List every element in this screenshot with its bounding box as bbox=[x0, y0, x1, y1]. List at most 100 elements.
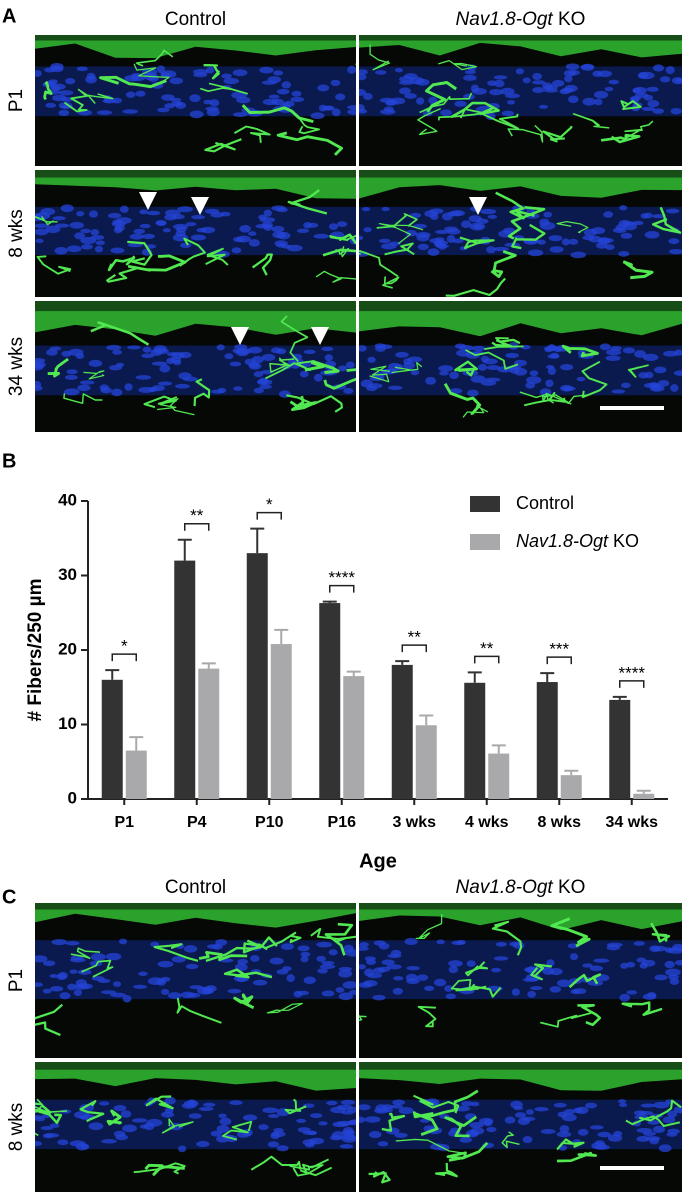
nucleus bbox=[282, 966, 292, 972]
nerve-fiber bbox=[550, 917, 591, 948]
nucleus bbox=[394, 1132, 408, 1138]
nucleus bbox=[252, 979, 268, 986]
significance-bracket bbox=[184, 522, 210, 531]
nucleus bbox=[35, 360, 46, 369]
nucleus bbox=[116, 217, 132, 224]
nerve-fiber bbox=[81, 959, 114, 978]
nucleus bbox=[486, 365, 501, 371]
error-bar bbox=[467, 671, 482, 683]
nucleus bbox=[347, 105, 356, 110]
nerve-fiber bbox=[35, 1003, 64, 1037]
nucleus bbox=[478, 1117, 494, 1125]
nucleus bbox=[652, 1125, 666, 1134]
nucleus bbox=[634, 93, 649, 99]
nucleus bbox=[66, 245, 82, 253]
nucleus bbox=[542, 82, 553, 90]
nucleus bbox=[203, 99, 213, 105]
nucleus bbox=[636, 957, 647, 963]
nucleus bbox=[293, 990, 303, 998]
nerve-fiber bbox=[223, 968, 273, 979]
nucleus bbox=[263, 209, 272, 217]
nucleus bbox=[434, 229, 450, 234]
nucleus bbox=[534, 1106, 549, 1112]
nucleus bbox=[670, 107, 682, 115]
nucleus bbox=[253, 371, 264, 378]
nucleus bbox=[119, 205, 129, 213]
nucleus bbox=[642, 353, 659, 362]
nucleus bbox=[595, 242, 608, 249]
nucleus bbox=[77, 969, 92, 975]
nucleus bbox=[133, 984, 147, 989]
micrograph bbox=[359, 903, 682, 1058]
error-bar bbox=[612, 695, 627, 700]
nucleus bbox=[549, 246, 564, 253]
nucleus bbox=[399, 87, 411, 95]
nucleus bbox=[267, 1141, 280, 1148]
nerve-fiber bbox=[221, 1120, 253, 1141]
nucleus bbox=[135, 375, 152, 380]
micrograph bbox=[35, 170, 356, 297]
error-bar bbox=[540, 672, 555, 683]
nerve-fiber bbox=[382, 276, 400, 289]
nucleus bbox=[390, 97, 406, 105]
significance-label: * bbox=[121, 637, 128, 656]
nerve-fiber bbox=[359, 1014, 367, 1022]
nucleus bbox=[673, 1106, 682, 1114]
nucleus bbox=[618, 250, 630, 257]
upper-dark bbox=[35, 301, 356, 312]
nucleus bbox=[646, 86, 659, 92]
nucleus bbox=[310, 112, 325, 120]
nucleus bbox=[164, 209, 181, 217]
panel-label: A bbox=[2, 5, 16, 27]
nucleus bbox=[389, 241, 401, 246]
nucleus bbox=[642, 993, 657, 1000]
nerve-fiber bbox=[556, 220, 589, 234]
nucleus bbox=[276, 207, 288, 213]
nucleus bbox=[509, 941, 521, 947]
nucleus bbox=[276, 88, 290, 95]
nucleus bbox=[647, 100, 660, 108]
nucleus bbox=[101, 1139, 117, 1144]
nucleus bbox=[341, 1129, 356, 1136]
nucleus bbox=[111, 388, 123, 397]
nucleus bbox=[281, 81, 291, 89]
nucleus bbox=[319, 964, 336, 970]
bar bbox=[198, 668, 220, 799]
bar bbox=[246, 553, 268, 799]
nucleus bbox=[493, 75, 508, 80]
nucleus bbox=[429, 208, 444, 214]
nucleus bbox=[607, 1134, 623, 1142]
nucleus bbox=[147, 977, 164, 986]
nucleus bbox=[324, 354, 333, 362]
nucleus bbox=[94, 245, 104, 253]
nucleus bbox=[122, 1124, 137, 1133]
nucleus bbox=[190, 234, 207, 241]
nucleus bbox=[593, 90, 609, 99]
nucleus bbox=[428, 96, 438, 105]
nucleus bbox=[606, 349, 622, 356]
nucleus bbox=[259, 384, 272, 390]
nerve-fiber bbox=[107, 255, 136, 272]
nucleus bbox=[157, 381, 173, 386]
nucleus bbox=[164, 103, 176, 109]
arrowhead bbox=[231, 327, 249, 345]
nucleus bbox=[459, 1136, 473, 1143]
nucleus bbox=[587, 980, 603, 986]
nucleus bbox=[672, 943, 682, 952]
nucleus bbox=[75, 353, 85, 359]
nucleus bbox=[641, 106, 656, 111]
nucleus bbox=[361, 206, 371, 212]
x-tick-label: P16 bbox=[328, 814, 357, 831]
nucleus bbox=[398, 80, 415, 85]
nucleus bbox=[259, 217, 276, 223]
nucleus bbox=[342, 981, 356, 989]
nucleus bbox=[58, 109, 70, 117]
nucleus bbox=[603, 211, 614, 218]
nucleus bbox=[193, 72, 208, 78]
nucleus bbox=[77, 384, 91, 392]
nucleus bbox=[527, 249, 544, 257]
upper-dark bbox=[359, 1062, 682, 1070]
nerve-fiber bbox=[280, 315, 309, 363]
nucleus bbox=[164, 1096, 176, 1105]
